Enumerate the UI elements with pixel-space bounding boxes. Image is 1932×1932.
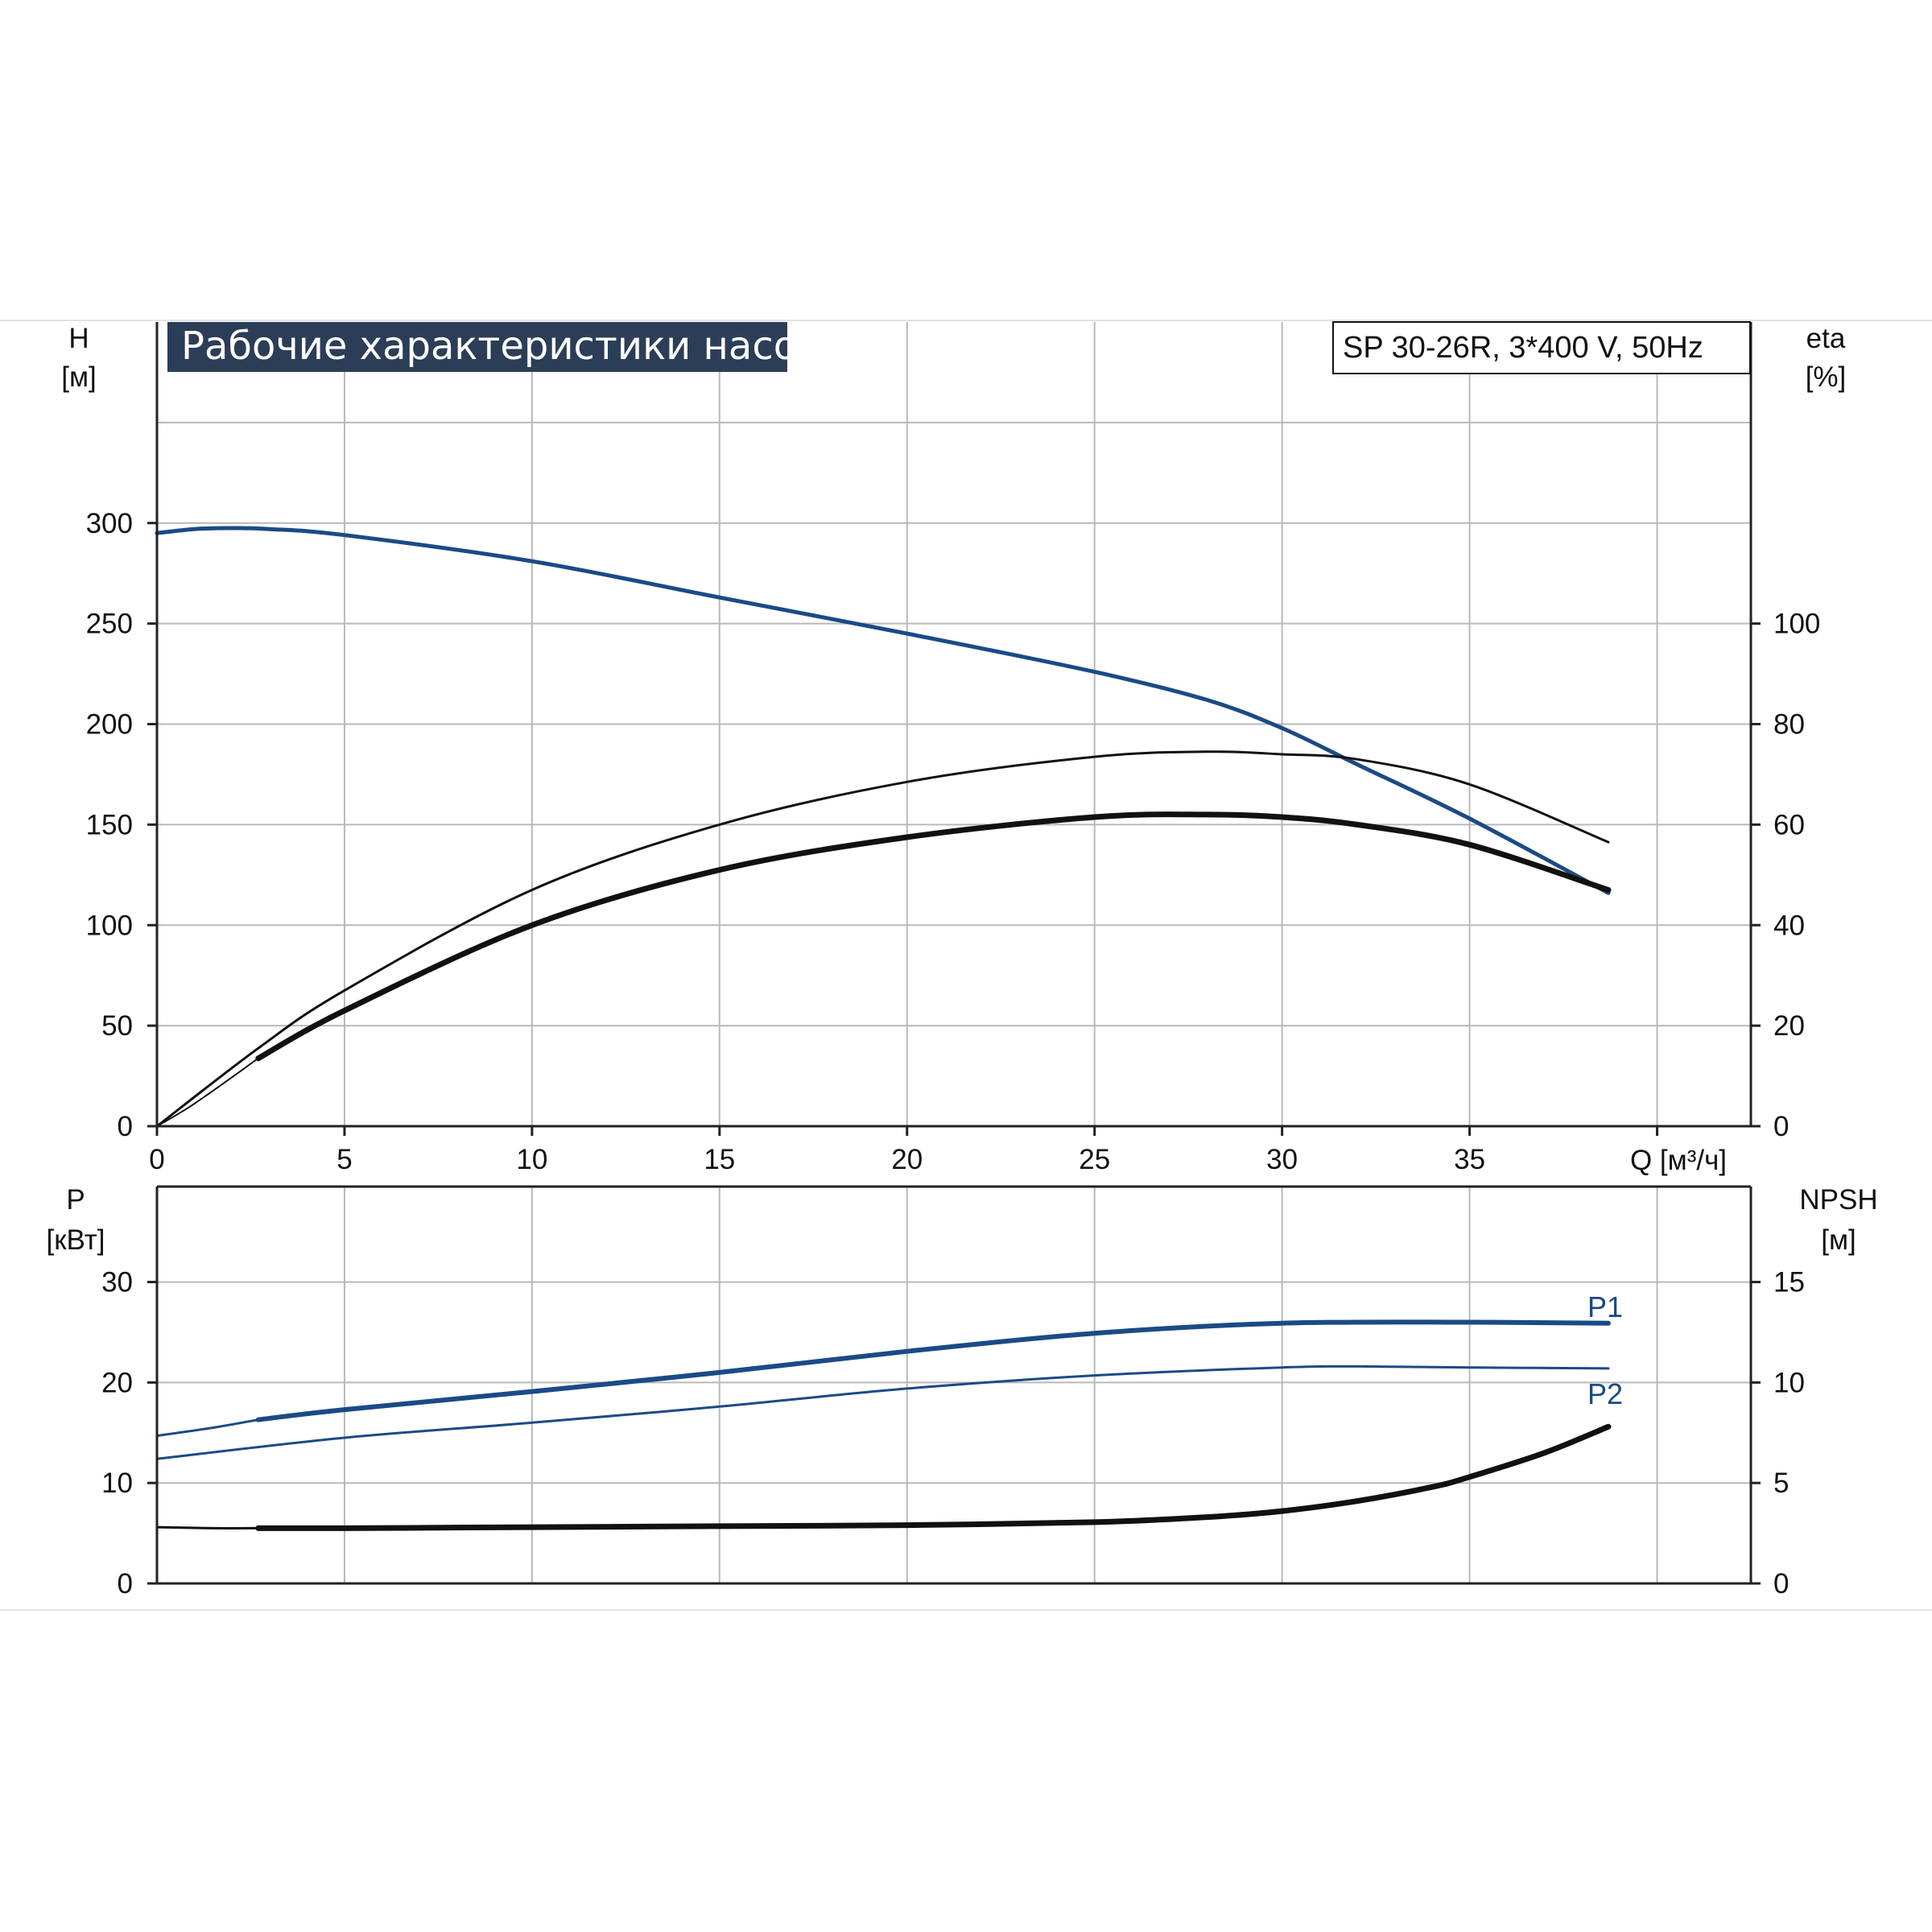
x-tick-label: 10: [516, 1144, 547, 1175]
y-right-unit-upper: [%]: [1806, 361, 1847, 393]
y-right-tick-label: 80: [1773, 709, 1805, 741]
model-box: [1332, 321, 1751, 374]
x-tick-label: 20: [891, 1144, 923, 1175]
series-line-eta-thick: [255, 811, 1612, 1062]
p-tick-label: 30: [101, 1267, 133, 1298]
y-left-unit-upper: [м]: [61, 361, 97, 393]
y-right-tick-label: 60: [1773, 809, 1805, 840]
x-axis-label: Q [м³/ч]: [1630, 1145, 1727, 1176]
series-line-NPSH-start: [155, 1525, 260, 1530]
y-right-tick-label: 0: [1773, 1111, 1789, 1142]
series-line-P1: [255, 1319, 1611, 1422]
npsh-tick-label: 10: [1773, 1367, 1805, 1398]
upper-plot-grid: [157, 322, 1751, 1126]
y-left-tick-label: 100: [86, 910, 133, 941]
y-right-tick-label: 40: [1773, 910, 1805, 941]
y-right-tick-label: 100: [1773, 609, 1820, 640]
series-label-p1: P1: [1587, 1290, 1623, 1323]
series-line-NPSH: [255, 1423, 1612, 1531]
plot-frames: [0, 320, 1932, 1611]
x-tick-label: 30: [1266, 1144, 1298, 1175]
series-label-p2: P2: [1587, 1377, 1623, 1410]
y-left-tick-label: 200: [86, 709, 133, 741]
chart-title: Рабочие характеристики насоса: [181, 324, 842, 369]
npsh-tick-label: 0: [1773, 1568, 1789, 1600]
y-right-unit-lower: [м]: [1821, 1224, 1856, 1256]
y-right-label-lower: NPSH: [1799, 1184, 1877, 1216]
p-tick-label: 10: [101, 1468, 133, 1499]
y-right-label-upper: eta: [1806, 323, 1846, 354]
y-left-label-upper: H: [68, 323, 89, 354]
title-box: [167, 322, 787, 372]
x-tick-label: 25: [1079, 1144, 1110, 1175]
x-tick-label: 35: [1454, 1144, 1485, 1175]
x-tick-label: 0: [149, 1144, 164, 1175]
npsh-tick-label: 5: [1773, 1468, 1789, 1499]
y-right-tick-label: 20: [1773, 1010, 1805, 1042]
y-left-tick-label: 50: [101, 1010, 133, 1042]
y-left-label-lower: P: [66, 1184, 85, 1216]
y-left-unit-lower: [кВт]: [47, 1224, 105, 1256]
npsh-tick-label: 15: [1773, 1267, 1805, 1298]
p-tick-label: 20: [101, 1367, 133, 1398]
series-line-eta-thin-start: [156, 1057, 259, 1127]
p-tick-label: 0: [118, 1568, 133, 1600]
y-left-tick-label: 0: [118, 1111, 133, 1142]
y-left-tick-label: 300: [86, 508, 133, 539]
y-left-tick-label: 150: [86, 809, 133, 840]
model-label: SP 30-26R, 3*400 V, 50Hz: [1343, 331, 1703, 365]
lower-plot-grid: [157, 1187, 1751, 1583]
x-tick-label: 15: [704, 1144, 735, 1175]
series-line-H: [155, 526, 1611, 895]
series-line-eta-thin: [155, 750, 1610, 1128]
series-line-P2: [155, 1364, 1610, 1460]
series-line-P1-start: [155, 1418, 260, 1437]
x-tick-label: 5: [336, 1144, 352, 1175]
series-layer: [155, 526, 1612, 1531]
y-left-tick-label: 250: [86, 609, 133, 640]
